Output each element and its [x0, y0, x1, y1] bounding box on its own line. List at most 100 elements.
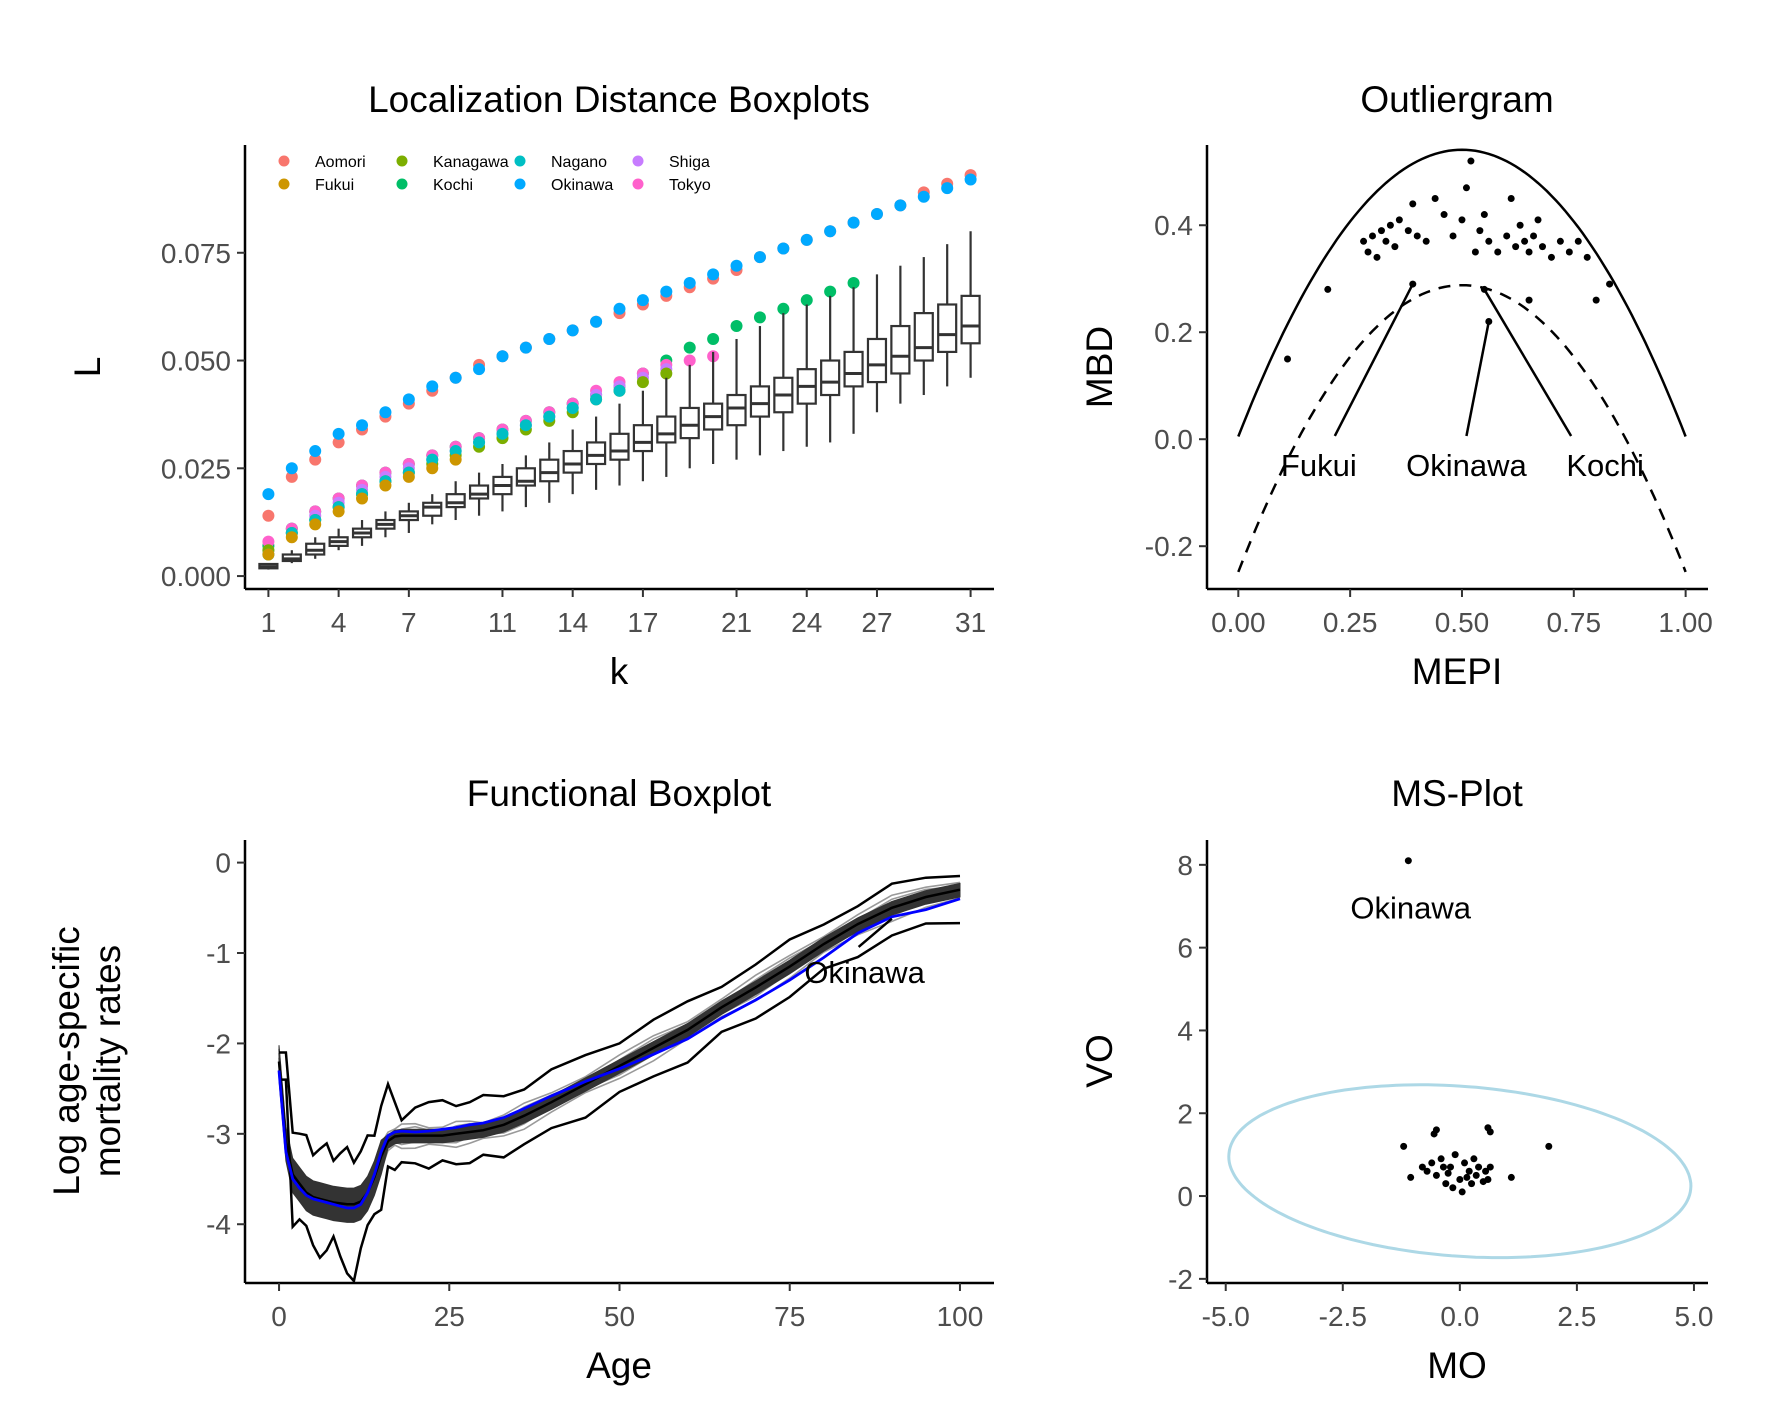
- outliergram-point: [1364, 248, 1372, 256]
- outliergram-point: [1413, 232, 1421, 240]
- x-tick-label: 2.5: [1557, 1301, 1596, 1332]
- panel-outliergram: Outliergram Fukui Okinawa Kochi 0.00 0.25 0.…: [1079, 79, 1713, 692]
- ms-point: [1482, 1167, 1490, 1175]
- y-tick-label: 4: [1177, 1015, 1193, 1046]
- outliergram-point: [1525, 248, 1533, 256]
- box-body: [866, 337, 888, 384]
- legend-key-tokyo: [632, 178, 644, 190]
- x-tick-label: 0.0: [1440, 1301, 1479, 1332]
- point-okinawa: [707, 268, 720, 281]
- point-fukui: [332, 505, 345, 518]
- point-okinawa: [917, 190, 930, 203]
- boxplot-y-label: L: [67, 357, 108, 378]
- legend-key-aomori: [278, 155, 290, 167]
- ms-point: [1404, 857, 1412, 865]
- ms-point: [1430, 1130, 1438, 1138]
- point-okinawa: [941, 182, 954, 195]
- box-k1: [258, 562, 279, 570]
- box-k12: [515, 455, 536, 508]
- box-k2: [281, 550, 302, 564]
- outliergram-point: [1485, 237, 1493, 245]
- box-k25: [820, 295, 841, 443]
- outliergram-point: [1547, 253, 1555, 261]
- box-k6: [375, 511, 396, 538]
- y-tick-label: -0.2: [1145, 531, 1193, 562]
- outliergram-point: [1592, 296, 1600, 304]
- box-k17: [632, 390, 654, 482]
- box-body: [422, 501, 443, 517]
- ms-point: [1468, 1180, 1476, 1188]
- outliergram-point: [1324, 285, 1332, 293]
- ms-point: [1458, 1188, 1466, 1196]
- panel-functional-boxplot: Functional Boxplot Okinawa 0 25 50 75 100 -4…: [46, 773, 994, 1386]
- point-nagano: [566, 401, 579, 414]
- functional-y-label-line2: mortality rates: [87, 945, 128, 1177]
- box-body: [749, 385, 771, 418]
- boxplot-boxes: [258, 231, 981, 570]
- functional-marks: Okinawa: [277, 874, 961, 1284]
- point-fukui: [262, 548, 275, 561]
- functional-x-label: Age: [586, 1345, 652, 1386]
- y-tick-label: 0.025: [161, 453, 231, 484]
- point-okinawa: [309, 445, 322, 458]
- legend-label-aomori: Aomori: [315, 154, 366, 171]
- box-k7: [398, 502, 419, 533]
- outliergram-point: [1369, 232, 1377, 240]
- outliergram-point: [1440, 211, 1448, 219]
- y-tick-label: 0.4: [1154, 210, 1193, 241]
- box-k16: [609, 403, 630, 486]
- point-okinawa: [824, 225, 837, 238]
- box-k26: [843, 287, 864, 434]
- outliergram-title: Outliergram: [1360, 79, 1553, 120]
- point-okinawa: [332, 427, 345, 440]
- box-body: [937, 303, 958, 354]
- x-tick-label: 5.0: [1674, 1301, 1713, 1332]
- point-fukui: [309, 518, 322, 531]
- x-tick-label: 0: [271, 1301, 287, 1332]
- lower-envelope: [279, 921, 961, 1284]
- y-tick-label: -2: [206, 1028, 231, 1059]
- msplot-marks: Okinawa: [1227, 857, 1693, 1260]
- box-k14: [562, 429, 583, 495]
- point-kochi: [707, 332, 720, 345]
- y-tick-label: 6: [1177, 933, 1193, 964]
- point-kanagawa: [660, 367, 673, 380]
- point-okinawa: [683, 276, 696, 289]
- x-tick-label: 0.50: [1435, 607, 1490, 638]
- ms-point: [1470, 1155, 1478, 1163]
- boxplot-legend: Aomori Fukui Kanagawa Kochi Nagano Okinawa Shi…: [278, 154, 711, 194]
- point-nagano: [496, 427, 509, 440]
- outliergram-point: [1449, 232, 1457, 240]
- outliergram-marks: Fukui Okinawa Kochi: [1237, 148, 1687, 573]
- y-tick-label: 0: [1177, 1181, 1193, 1212]
- point-okinawa: [449, 371, 462, 384]
- point-okinawa: [566, 324, 579, 337]
- ms-point: [1407, 1173, 1415, 1181]
- label-leader-fukui: [1333, 283, 1414, 437]
- point-okinawa: [753, 251, 766, 264]
- ms-point: [1484, 1175, 1492, 1183]
- outliergram-point: [1583, 253, 1591, 261]
- point-okinawa: [847, 216, 860, 229]
- point-nagano: [449, 445, 462, 458]
- outliergram-point: [1512, 243, 1520, 251]
- legend-key-nagano: [514, 155, 526, 167]
- y-tick-label: 8: [1177, 850, 1193, 881]
- legend-key-fukui: [278, 178, 290, 190]
- ms-point: [1432, 1171, 1440, 1179]
- outliergram-point: [1516, 221, 1524, 229]
- legend-key-kanagawa: [396, 155, 408, 167]
- msplot-y-ticks: -2 0 2 4 6 8: [1168, 850, 1207, 1295]
- box-k4: [328, 528, 349, 551]
- ms-point: [1475, 1163, 1483, 1171]
- x-tick-label: 0.00: [1211, 607, 1266, 638]
- outliergram-point: [1606, 280, 1614, 288]
- ms-point: [1486, 1163, 1494, 1171]
- panel-localization-boxplots: Localization Distance Boxplots Aomori Fuk…: [67, 79, 994, 692]
- box-k8: [422, 494, 443, 525]
- panel-ms-plot: MS-Plot Okinawa -5.0 -2.5 0.0 2.5 5.0 -2 0 2 4 6…: [1079, 773, 1713, 1386]
- outliergram-y-label: MBD: [1079, 326, 1120, 408]
- outliergram-point: [1494, 248, 1502, 256]
- box-body: [632, 424, 654, 453]
